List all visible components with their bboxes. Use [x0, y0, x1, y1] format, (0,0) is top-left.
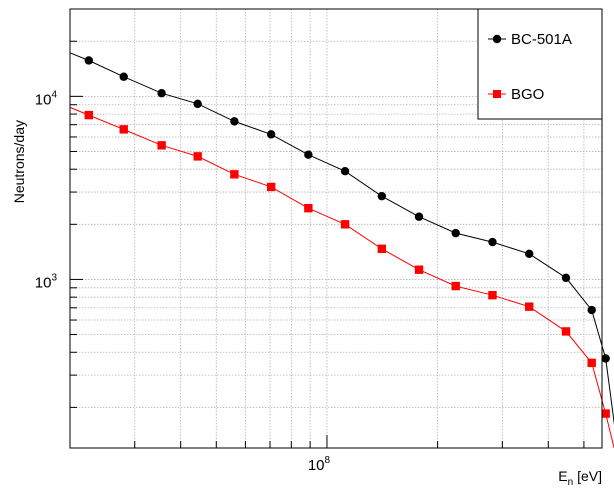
- data-point-bc-501a: [266, 130, 276, 139]
- data-point-bgo: [230, 170, 239, 179]
- y-tick-label-mantissa: 10: [35, 91, 52, 108]
- legend-label-bgo: BGO: [511, 86, 544, 103]
- legend: BC-501A BGO: [477, 8, 603, 120]
- series-layer: [69, 52, 614, 449]
- x-axis-label-main: E: [558, 468, 567, 484]
- data-point-bgo: [414, 265, 424, 274]
- data-point-bc-501a: [414, 212, 424, 221]
- data-point-bc-501a: [119, 72, 128, 81]
- data-point-bc-501a: [488, 237, 497, 247]
- y-tick-label-exponent: 3: [51, 272, 57, 283]
- data-point-bc-501a: [193, 99, 202, 109]
- x-tick-label: 108: [308, 455, 331, 474]
- legend-marker-bc501a: [492, 34, 502, 44]
- series-line-bgo: [69, 106, 614, 449]
- y-tick-label-mantissa: 10: [35, 274, 52, 291]
- data-point-bgo: [266, 182, 276, 192]
- x-axis-label: En [eV]: [558, 468, 602, 488]
- data-point-bc-501a: [561, 273, 571, 283]
- y-tick-label: 103: [35, 272, 58, 291]
- data-point-bgo: [525, 302, 534, 311]
- data-point-bgo: [84, 110, 94, 120]
- data-point-bc-501a: [340, 167, 350, 176]
- grid-layer: [69, 8, 602, 448]
- data-point-bc-501a: [377, 191, 387, 201]
- data-point-bc-501a: [157, 89, 166, 98]
- data-point-bgo: [377, 244, 387, 253]
- data-point-bc-501a: [525, 249, 534, 259]
- y-tick-label: 104: [35, 89, 58, 108]
- data-point-bc-501a: [587, 305, 596, 315]
- data-point-bgo: [119, 125, 128, 134]
- y-tick-label-exponent: 4: [51, 89, 57, 100]
- data-point-bgo: [193, 152, 202, 161]
- x-tick-label-mantissa: 10: [308, 457, 325, 474]
- data-point-bc-501a: [451, 228, 460, 238]
- data-point-bgo: [601, 409, 610, 418]
- y-axis-label: Neutrons/day: [11, 120, 27, 203]
- data-point-bgo: [340, 220, 350, 229]
- data-point-bc-501a: [84, 56, 94, 65]
- data-point-bc-501a: [601, 354, 610, 363]
- plot-frame: [69, 8, 603, 449]
- data-point-bgo: [451, 281, 460, 291]
- x-axis-label-unit: [eV]: [573, 468, 602, 484]
- data-point-bgo: [157, 141, 166, 150]
- data-point-bgo: [587, 358, 596, 368]
- x-axis-label-sub: n: [568, 477, 574, 488]
- data-point-bgo: [304, 203, 313, 213]
- legend-label-bc501a: BC-501A: [511, 31, 572, 48]
- data-point-bc-501a: [230, 117, 239, 126]
- legend-box: [477, 8, 603, 120]
- data-point-bc-501a: [304, 150, 313, 159]
- data-point-bgo: [561, 327, 571, 336]
- legend-marker-bgo: [493, 90, 501, 98]
- data-point-bgo: [488, 291, 497, 300]
- x-tick-label-exponent: 8: [325, 455, 331, 466]
- series-line-bc-501a: [69, 52, 614, 426]
